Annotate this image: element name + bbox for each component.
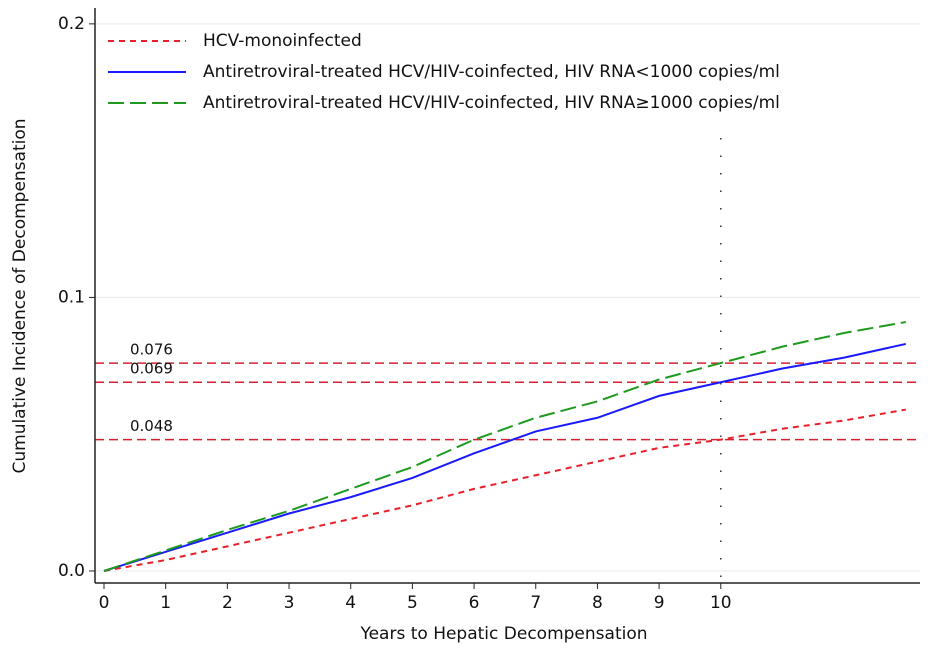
x-tick-label: 3 bbox=[284, 593, 295, 613]
reference-label: 0.048 bbox=[130, 417, 173, 435]
legend-label: HCV-monoinfected bbox=[203, 31, 362, 51]
reference-label: 0.076 bbox=[130, 341, 173, 359]
series-line bbox=[103, 408, 906, 572]
legend-label: Antiretroviral-treated HCV/HIV-coinfecte… bbox=[203, 62, 780, 82]
x-tick-label: 0 bbox=[99, 593, 110, 613]
series-line bbox=[103, 342, 907, 572]
y-axis-label: Cumulative Incidence of Decompensation bbox=[10, 118, 30, 473]
x-tick-label: 8 bbox=[592, 593, 603, 613]
reference-label: 0.069 bbox=[130, 360, 173, 378]
x-tick-label: 2 bbox=[222, 593, 233, 613]
x-tick-label: 7 bbox=[530, 593, 541, 613]
y-tick-label: 0.0 bbox=[58, 561, 85, 581]
x-tick-label: 10 bbox=[710, 593, 732, 613]
y-tick-label: 0.1 bbox=[58, 287, 85, 307]
x-tick-label: 4 bbox=[345, 593, 356, 613]
legend-label: Antiretroviral-treated HCV/HIV-coinfecte… bbox=[203, 93, 780, 113]
x-tick-label: 1 bbox=[160, 593, 171, 613]
y-tick-label: 0.2 bbox=[58, 14, 85, 34]
x-tick-label: 9 bbox=[654, 593, 665, 613]
x-tick-label: 6 bbox=[469, 593, 480, 613]
series-line bbox=[103, 321, 906, 572]
x-axis-label: Years to Hepatic Decompensation bbox=[359, 624, 647, 644]
x-tick-label: 5 bbox=[407, 593, 418, 613]
